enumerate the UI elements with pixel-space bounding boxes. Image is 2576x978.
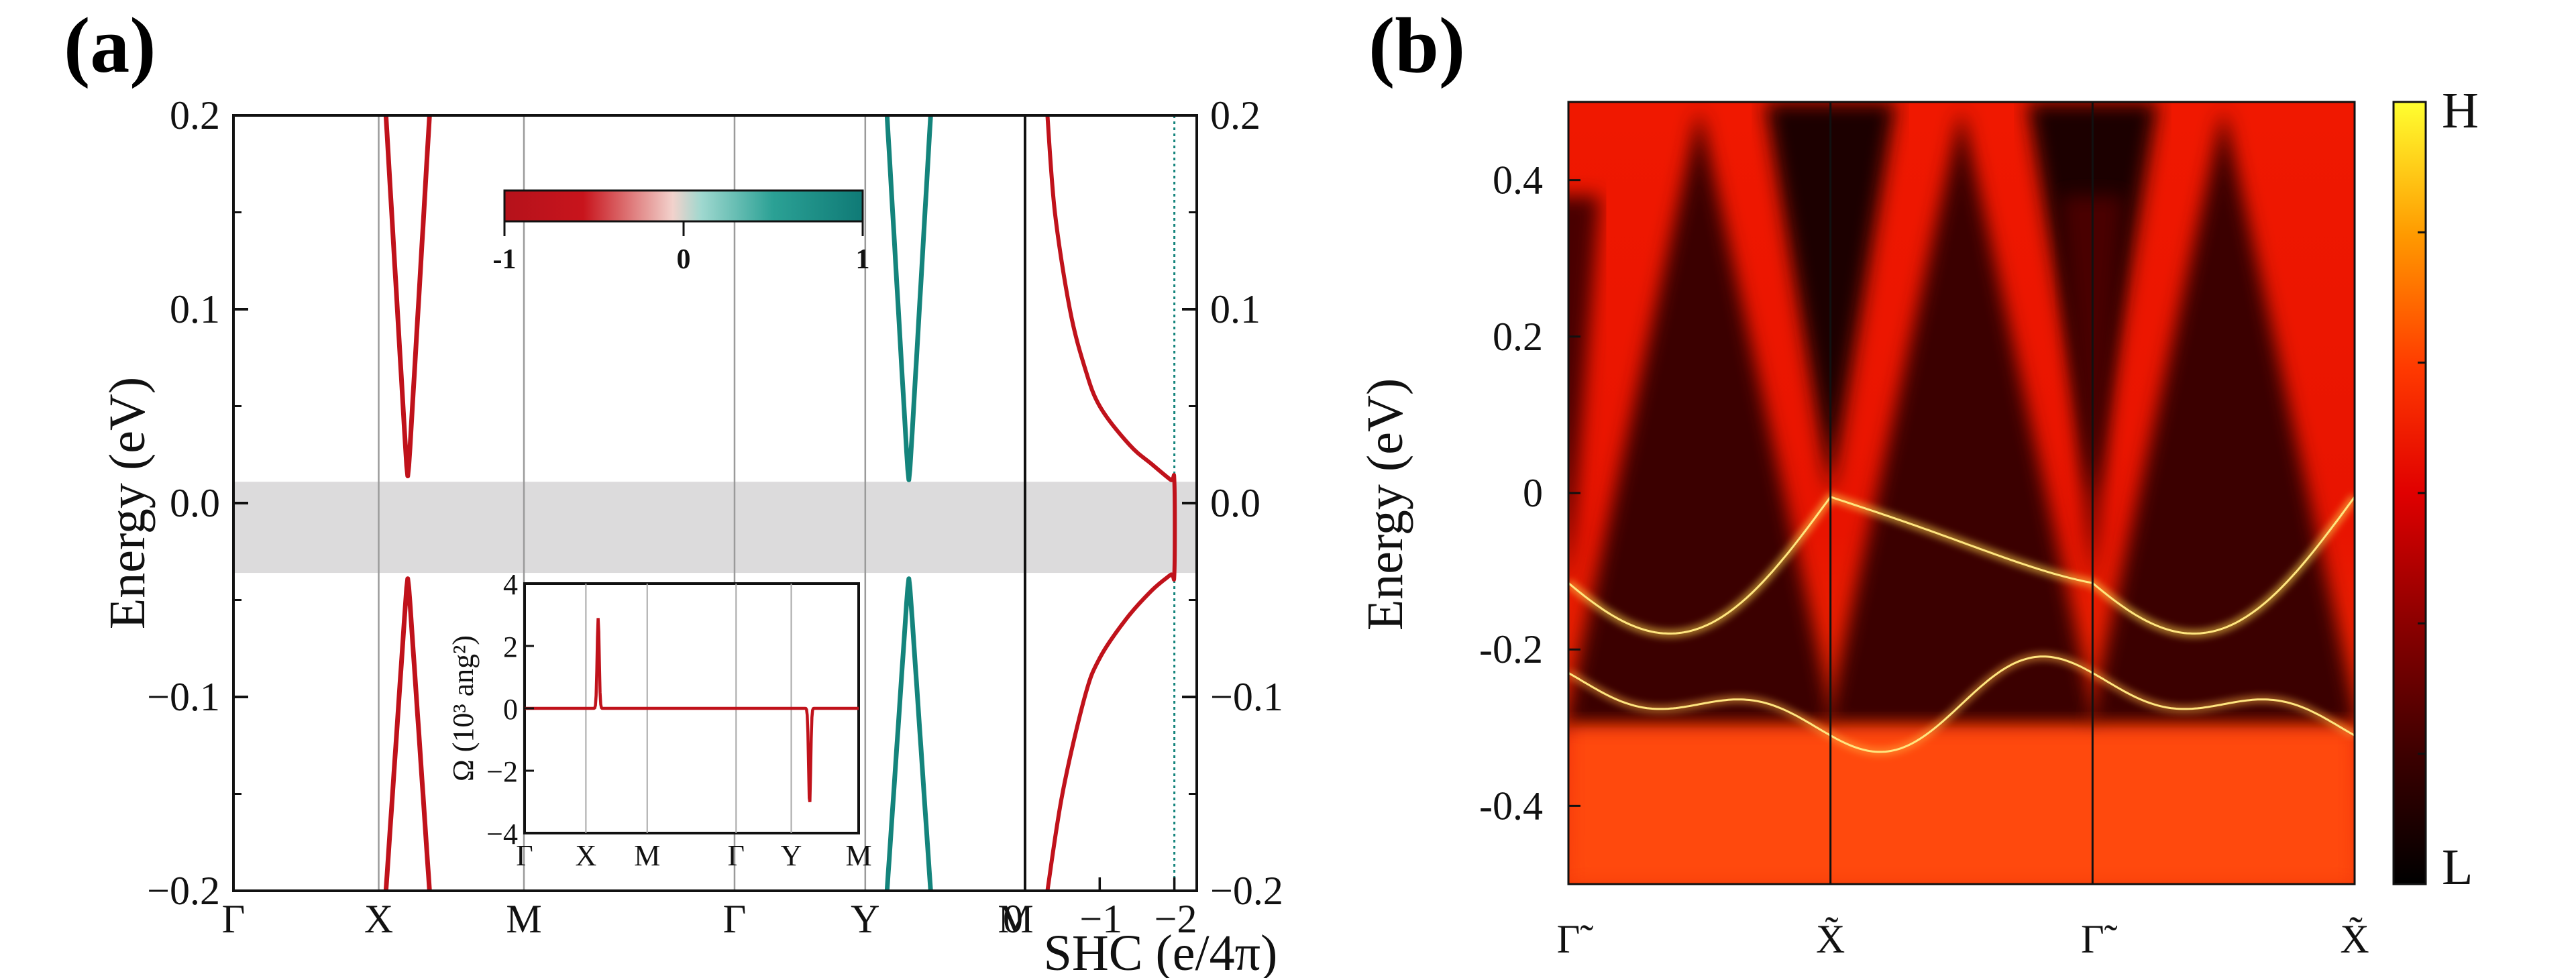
inset-y-tick-label: 2 xyxy=(503,631,518,663)
band-left-tick-label: 0.1 xyxy=(170,287,220,331)
band-left-tick-label: 0.2 xyxy=(170,93,220,138)
shc-x-tick-label: 0 xyxy=(1003,897,1023,941)
shc-x-ticks: 0 −1 −2 xyxy=(1003,877,1197,941)
band-right-ticks: 0.2 0.1 0.0 −0.1 −0.2 xyxy=(1182,93,1283,913)
panel-b-label: (b) xyxy=(1368,1,1465,89)
inset-y-tick-label: −2 xyxy=(486,755,518,788)
band-cone-Y-lower xyxy=(884,576,933,891)
inset-kpath-label: Γ xyxy=(728,839,745,872)
colorbar-low-label: L xyxy=(2442,839,2473,895)
inset-kpath-label: M xyxy=(634,839,660,872)
inset-y-tick-label: 0 xyxy=(503,693,518,726)
shc-plot xyxy=(1045,115,1177,891)
surface-heatmap xyxy=(1568,102,2355,884)
inset-curve xyxy=(525,618,859,802)
band-cone-X-upper xyxy=(383,115,432,478)
berry-inset: 4 2 0 −2 −4 Γ X M Γ Y M Ω (10³ ang²) xyxy=(447,568,872,872)
band-kpath-label: Γ xyxy=(723,897,747,941)
bulk-continuum xyxy=(1568,102,2355,884)
heatmap-y-tick-label: 0 xyxy=(1523,471,1543,515)
inset-y-ticks: 4 2 0 −2 −4 xyxy=(486,568,534,851)
inset-y-tick-label: −4 xyxy=(486,818,518,851)
band-right-tick-label: −0.1 xyxy=(1210,675,1283,719)
band-left-tick-label: 0.0 xyxy=(170,481,220,525)
surface-state-lower xyxy=(1568,655,2355,753)
band-kpath-label: M xyxy=(998,897,1033,941)
bulk-wedge xyxy=(2087,109,2355,728)
gap-shaded-band xyxy=(233,482,1197,574)
band-left-tick-label: −0.2 xyxy=(147,869,220,913)
inset-kpath-label: M xyxy=(845,839,871,872)
inset-y-tick-label: 4 xyxy=(503,568,518,601)
band-right-tick-label: 0.0 xyxy=(1210,481,1260,525)
heatmap-y-axis-label: Energy (eV) xyxy=(1357,378,1413,631)
surface-state-curves xyxy=(1568,494,2355,754)
band-y-axis-label: Energy (eV) xyxy=(99,377,156,629)
band-kpath-label: Y xyxy=(851,897,879,941)
heatmap-y-tick-label: 0.2 xyxy=(1493,315,1543,359)
band-cone-X-lower xyxy=(383,576,432,891)
shc-x-tick-label: −1 xyxy=(1079,897,1122,941)
heatmap-kpoint-lines xyxy=(1829,102,2094,884)
heatmap-y-ticks: 0.4 0.2 0 -0.2 -0.4 xyxy=(1479,158,1580,828)
colorbar-high-label: H xyxy=(2442,83,2479,139)
surface-state-main xyxy=(1568,496,2355,635)
shc-x-axis-label: SHC (e/4π) xyxy=(1044,925,1278,978)
heatmap-kpath-labels: Γ̃ X̃ Γ̃ X̃ xyxy=(1557,917,2369,961)
band-left-ticks: 0.2 0.1 0.0 −0.1 −0.2 xyxy=(147,93,248,913)
band-kpath-label: M xyxy=(506,897,541,941)
heatmap-kpath-label: Γ̃ xyxy=(1557,917,1594,961)
heat-colorbar-ticks xyxy=(2418,231,2426,885)
band-cone-Y-upper xyxy=(884,115,933,482)
band-kpath-label: X xyxy=(364,897,393,941)
inset-kpath-label: X xyxy=(575,839,596,872)
band-kpath-label: Γ xyxy=(222,897,246,941)
band-right-tick-label: 0.1 xyxy=(1210,287,1260,331)
shc-x-tick-label: −2 xyxy=(1155,897,1197,941)
band-right-tick-label: −0.2 xyxy=(1210,869,1283,913)
band-right-tick-label: 0.2 xyxy=(1210,93,1260,138)
heatmap-y-tick-label: -0.4 xyxy=(1479,783,1543,828)
lower-bulk-bright xyxy=(1568,727,2355,884)
heat-colorbar: H L xyxy=(2392,83,2479,895)
heatmap-kpath-label: Γ̃ xyxy=(2081,917,2118,961)
inset-kpath-label: Y xyxy=(781,839,802,872)
inset-berry-curve xyxy=(525,618,859,802)
spin-colorbar-tick: 1 xyxy=(856,244,870,275)
bulk-sliver xyxy=(1568,195,1600,587)
panel-a-label: (a) xyxy=(64,1,156,89)
shc-curve xyxy=(1045,115,1177,891)
band-left-tick-label: −0.1 xyxy=(147,675,220,719)
inset-y-axis-label: Ω (10³ ang²) xyxy=(447,635,480,781)
heatmap-kpath-label: X̃ xyxy=(1816,917,1845,961)
bulk-wedge xyxy=(1825,109,2098,728)
inset-kpath-label: Γ xyxy=(516,839,533,872)
heatmap-kpath-label: X̃ xyxy=(2340,917,2369,961)
spin-colorbar-tick: -1 xyxy=(493,244,517,275)
spin-colorbar: -1 0 1 xyxy=(493,189,870,275)
band-curves xyxy=(383,115,933,891)
heatmap-y-tick-label: -0.2 xyxy=(1479,627,1543,671)
heatmap-y-tick-label: 0.4 xyxy=(1493,158,1543,203)
spin-colorbar-tick: 0 xyxy=(677,244,691,275)
